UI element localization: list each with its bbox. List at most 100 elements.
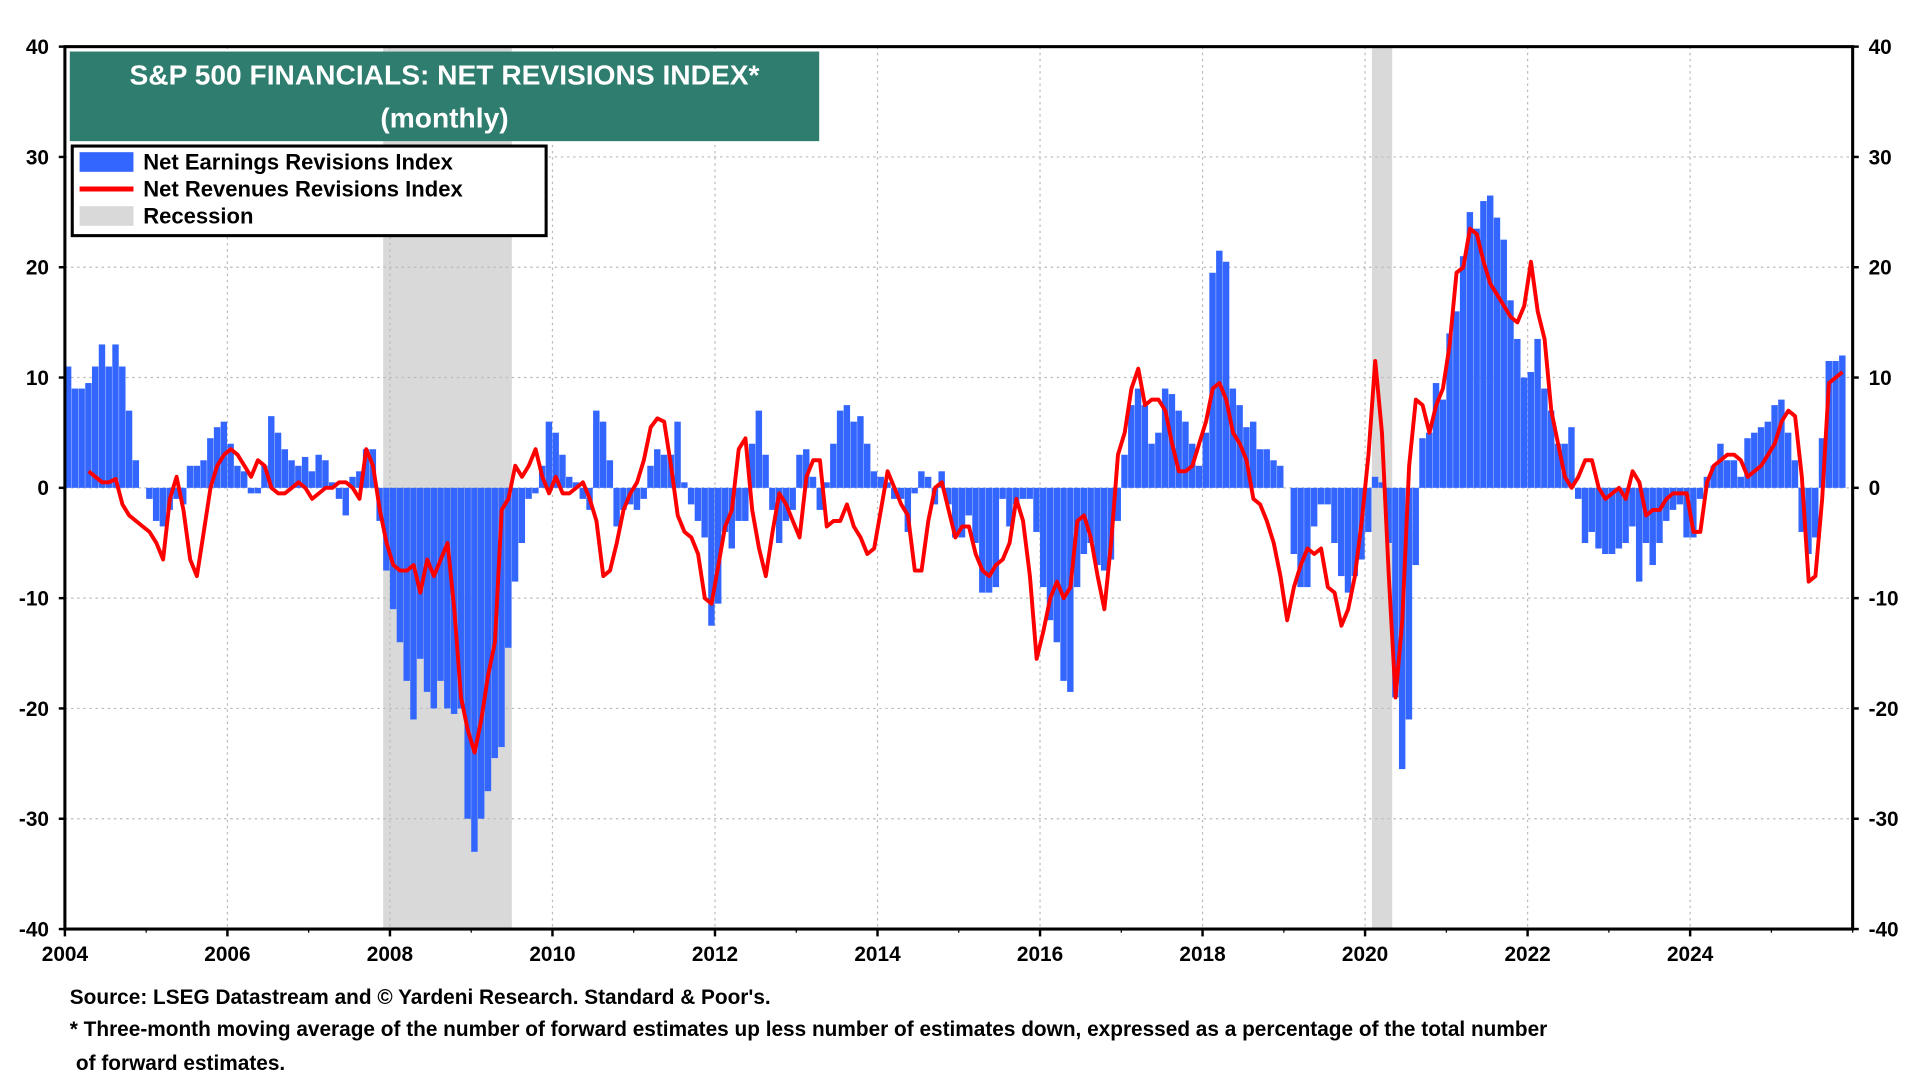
earnings-bar [396,487,404,643]
earnings-bar [349,476,356,488]
legend-box [70,144,548,238]
earnings-bar [843,405,851,488]
earnings-bar [830,443,837,488]
earnings-bar [1486,195,1494,488]
earnings-bar [186,465,194,488]
earnings-bar [809,476,817,488]
earnings-bar [1141,405,1149,488]
earnings-bar [1839,355,1846,488]
earnings-bar [301,456,309,488]
earnings-bar [119,366,126,488]
earnings-bar [836,410,844,488]
y-tick-label-left: -10 [19,587,49,610]
earnings-bar [1134,388,1142,488]
earnings-bar [1270,460,1277,488]
earnings-bar [383,487,390,571]
y-tick-label-left: -20 [19,698,49,721]
earnings-bar [105,366,112,488]
earnings-bar [1507,300,1514,488]
earnings-bar [78,388,85,488]
x-tick-label: 2004 [42,943,89,966]
earnings-bar [1798,487,1805,532]
x-tick-label: 2024 [1667,943,1714,966]
earnings-bar [857,416,864,488]
earnings-bar [1812,487,1819,538]
x-tick-label: 2016 [1017,943,1063,966]
earnings-bar [91,366,99,488]
earnings-bar [748,443,756,488]
y-axis-left: 40 30 20 10 0 -10 -20 -30 -40 [19,36,65,941]
earnings-bar [877,476,884,488]
earnings-bar [1182,421,1189,488]
earnings-bar [674,421,681,488]
y-tick-label-right: -30 [1869,808,1899,831]
earnings-bar [620,487,627,510]
earnings-bar [1365,487,1372,532]
earnings-bar [213,427,221,488]
earnings-bar [1690,487,1697,538]
earnings-bar [904,487,912,532]
earnings-bar [1778,399,1785,488]
earnings-bar [1649,487,1656,566]
earnings-bar [464,487,471,819]
earnings-bar [701,487,708,538]
earnings-bar [1717,443,1724,488]
x-tick-label: 2008 [367,943,413,966]
y-tick-label-left: -40 [19,918,49,941]
earnings-bar [755,410,763,488]
x-tick-label: 2020 [1342,943,1388,966]
earnings-bar [1520,377,1528,488]
earnings-bar [1744,438,1751,488]
y-axis-right: 40 30 20 10 0 -10 -20 -30 -40 [1852,36,1899,941]
earnings-bar [972,487,979,543]
earnings-bar [1541,388,1548,488]
earnings-bar [796,454,803,488]
earnings-bar [1114,487,1121,521]
earnings-bar [1033,487,1040,532]
earnings-bar [1832,360,1839,488]
earnings-bar [1622,487,1629,543]
title-box: S&P 500 FINANCIALS: NET REVISIONS INDEX*… [69,51,820,142]
earnings-bar [227,443,234,488]
earnings-bar [152,487,160,521]
earnings-bar [1791,460,1799,488]
y-tick-label-left: 30 [26,146,49,169]
earnings-bar [687,487,695,505]
earnings-bar [1723,460,1731,488]
earnings-bar [965,487,972,516]
earnings-bar [985,487,993,593]
earnings-bar [1128,405,1135,488]
earnings-bar [897,487,905,499]
earnings-bar [85,383,92,488]
earnings-bar [742,487,749,521]
y-tick-label-right: 0 [1869,477,1881,500]
earnings-bar [1012,487,1020,505]
earnings-bar [1148,443,1155,488]
earnings-bar [1290,487,1298,555]
earnings-bar [1371,476,1379,488]
earnings-bar [566,476,573,488]
earnings-bar [823,482,830,488]
earnings-bar [579,487,586,499]
earnings-bar [1209,272,1216,488]
earnings-bar [660,454,668,488]
earnings-bar [1439,399,1447,488]
y-tick-label-right: -10 [1869,587,1899,610]
earnings-bar [654,449,661,488]
earnings-bar [1595,487,1602,549]
earnings-bar [1459,256,1467,488]
earnings-bar [1324,487,1331,505]
y-tick-label-left: 0 [37,477,49,500]
y-tick-label-left: 10 [26,367,49,390]
earnings-bar [1663,487,1670,521]
earnings-bar [207,438,214,488]
y-tick-label-right: 20 [1869,257,1892,280]
earnings-bar [1317,487,1325,505]
earnings-bar [1493,217,1501,488]
earnings-bar [1046,487,1054,621]
earnings-bar [1304,487,1311,588]
earnings-bar [1412,487,1419,566]
earnings-bar [98,344,106,488]
y-tick-label-right: 10 [1869,367,1892,390]
